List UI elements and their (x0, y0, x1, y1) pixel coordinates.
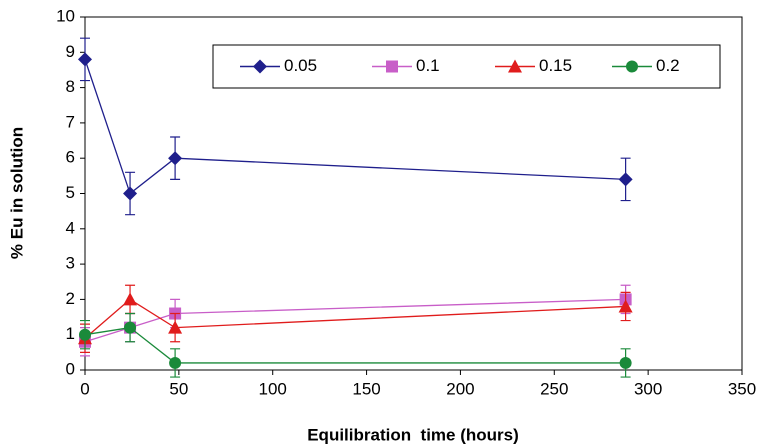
legend-label: 0.1 (416, 56, 440, 75)
y-tick-label: 1 (66, 324, 75, 343)
legend-marker (508, 59, 522, 73)
marker (124, 321, 137, 334)
y-tick-label: 8 (66, 77, 75, 96)
x-tick-label: 200 (446, 379, 474, 398)
legend-label: 0.2 (656, 56, 680, 75)
x-tick-label: 50 (169, 379, 188, 398)
marker (123, 292, 138, 306)
marker (78, 52, 92, 67)
y-tick-label: 3 (66, 254, 75, 273)
series-line (84, 298, 626, 343)
legend-marker (253, 59, 267, 74)
y-tick-label: 0 (66, 359, 75, 378)
marker (618, 299, 633, 313)
marker (79, 328, 91, 341)
x-tick-label: 350 (728, 379, 756, 398)
y-tick-label: 10 (56, 6, 75, 25)
y-tick-label: 9 (66, 42, 75, 61)
series-line (84, 298, 626, 339)
y-tick-label: 6 (66, 148, 75, 167)
legend-label: 0.15 (539, 56, 572, 75)
x-tick-label: 150 (352, 379, 380, 398)
marker (619, 356, 632, 369)
marker (168, 151, 183, 166)
marker (169, 356, 182, 369)
legend: 0.05 0.1 0.15 0.2 (212, 44, 721, 89)
y-tick-label: 5 (66, 183, 75, 202)
marker (618, 172, 633, 187)
series-line (84, 59, 626, 195)
legend-label: 0.05 (284, 56, 317, 75)
y-axis-title: % Eu in solution (7, 127, 26, 259)
series-line (84, 326, 626, 364)
x-tick-label: 100 (259, 379, 287, 398)
x-tick-label: 300 (634, 379, 662, 398)
y-tick-label: 4 (66, 218, 75, 237)
marker (168, 320, 183, 334)
legend-marker (386, 60, 398, 73)
x-tick-label: 0 (80, 379, 89, 398)
x-tick-label: 250 (540, 379, 568, 398)
marker (123, 186, 138, 201)
y-tick-label: 7 (66, 112, 75, 131)
legend-marker (626, 60, 638, 73)
x-axis-title: Equilibration time (hours) (307, 425, 519, 444)
y-tick-label: 2 (66, 289, 75, 308)
